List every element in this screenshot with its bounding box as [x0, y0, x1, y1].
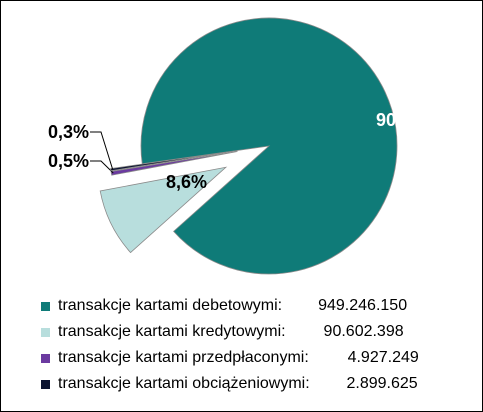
pie-chart: 90,6% 8,6% 0,5% 0,3%: [48, 17, 427, 275]
legend-value: 4.927.249: [347, 349, 419, 366]
legend-label: transakcje kartami obciążeniowymi:: [58, 375, 310, 392]
leader-line: [90, 131, 114, 170]
legend-label: transakcje kartami debetowymi:: [58, 297, 283, 314]
slice-percent-label: 90,6%: [376, 110, 427, 130]
slice-percent-label: 8,6%: [166, 172, 207, 192]
legend-item: transakcje kartami przedpłaconymi: 4.927.…: [41, 345, 419, 371]
legend-value: 2.899.625: [346, 375, 418, 392]
legend-item: transakcje kartami kredytowymi: 90.602.39…: [41, 319, 419, 345]
pie-slice: [99, 166, 228, 254]
legend-item: transakcje kartami obciążeniowymi: 2.899.…: [41, 371, 419, 397]
slice-percent-label: 0,5%: [48, 151, 89, 171]
legend-swatch: [41, 327, 50, 337]
leader-line: [90, 160, 114, 174]
legend-swatch: [41, 301, 50, 311]
legend-swatch: [41, 353, 50, 363]
legend-label: transakcje kartami przedpłaconymi:: [58, 349, 309, 366]
legend-value: 949.246.150: [318, 297, 408, 314]
legend-item: transakcje kartami debetowymi: 949.246.15…: [41, 293, 419, 319]
legend-label: transakcje kartami kredytowymi:: [58, 323, 286, 340]
chart-legend: transakcje kartami debetowymi: 949.246.15…: [41, 293, 419, 397]
legend-value: 90.602.398: [323, 323, 404, 340]
slice-percent-label: 0,3%: [48, 122, 89, 142]
legend-swatch: [41, 379, 50, 389]
pie-slice: [110, 150, 238, 172]
pie-slice: [140, 17, 398, 275]
